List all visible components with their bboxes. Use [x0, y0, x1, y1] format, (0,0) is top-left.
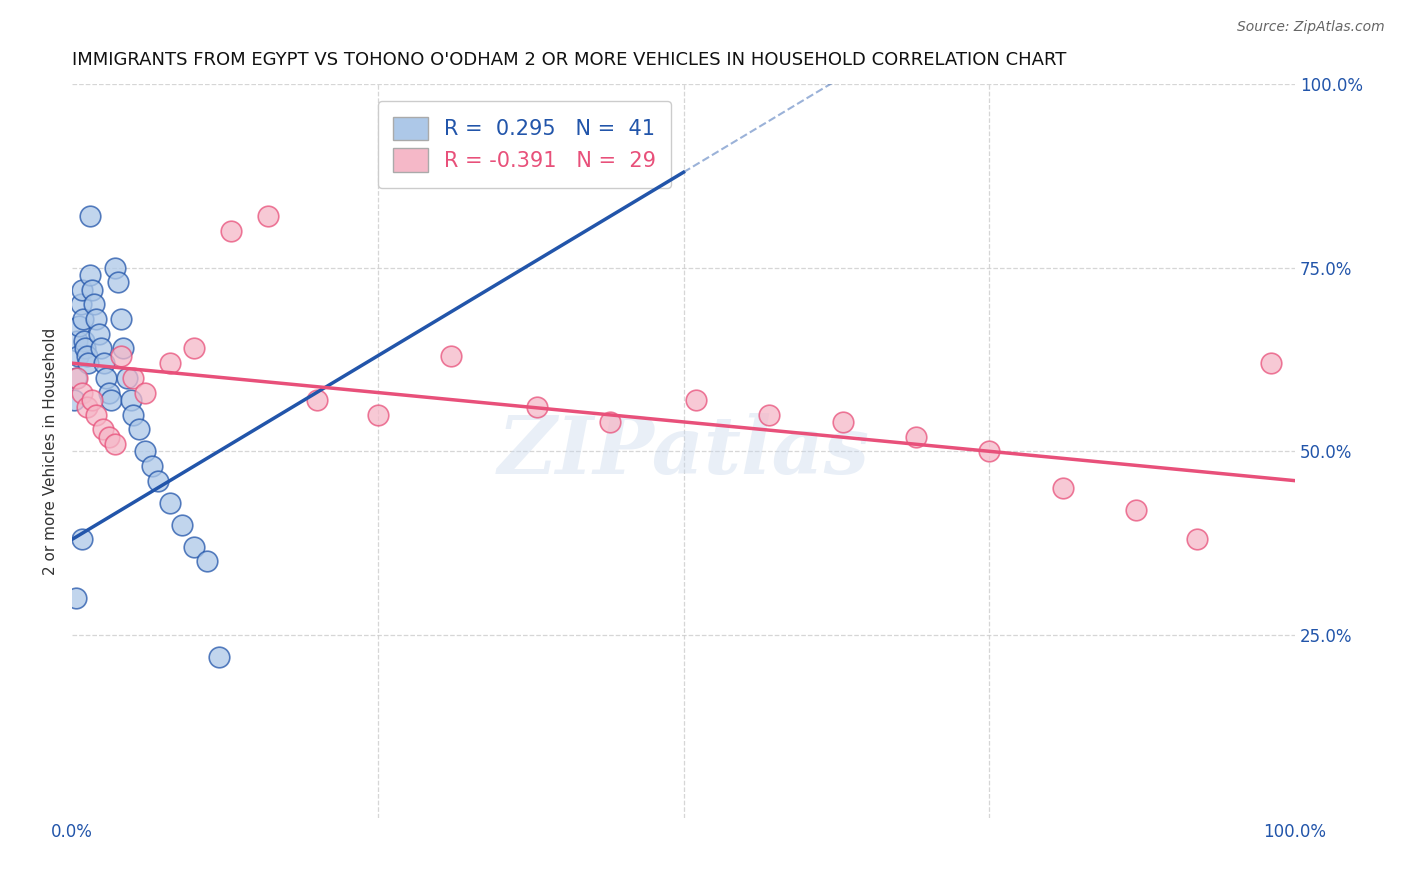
Point: [72, 312, 94, 326]
Point: [159, 496, 181, 510]
Point: [91, 422, 114, 436]
Point: [1125, 503, 1147, 517]
Point: [208, 649, 231, 664]
Point: [183, 540, 205, 554]
Point: [63, 392, 86, 407]
Point: [86, 312, 108, 326]
Point: [112, 342, 135, 356]
Point: [305, 392, 328, 407]
Point: [599, 415, 621, 429]
Point: [77, 356, 100, 370]
Point: [141, 458, 163, 473]
Point: [73, 334, 96, 348]
Point: [76, 401, 98, 415]
Legend: R =  0.295   N =  41, R = -0.391   N =  29: R = 0.295 N = 41, R = -0.391 N = 29: [378, 101, 671, 187]
Point: [96, 371, 118, 385]
Point: [75, 342, 97, 356]
Point: [110, 349, 132, 363]
Point: [831, 415, 853, 429]
Point: [526, 401, 548, 415]
Point: [87, 326, 110, 341]
Point: [1052, 481, 1074, 495]
Point: [97, 385, 120, 400]
Point: [122, 371, 145, 385]
Point: [83, 297, 105, 311]
Point: [97, 429, 120, 443]
Point: [110, 312, 132, 326]
Point: [66, 334, 89, 348]
Point: [86, 408, 108, 422]
Point: [146, 474, 169, 488]
Point: [66, 371, 89, 385]
Point: [80, 283, 103, 297]
Point: [104, 437, 127, 451]
Point: [65, 591, 87, 606]
Point: [159, 356, 181, 370]
Point: [1260, 356, 1282, 370]
Point: [120, 392, 142, 407]
Y-axis label: 2 or more Vehicles in Household: 2 or more Vehicles in Household: [44, 327, 58, 575]
Point: [70, 533, 93, 547]
Point: [758, 408, 780, 422]
Point: [440, 349, 463, 363]
Point: [79, 268, 101, 282]
Point: [70, 283, 93, 297]
Point: [195, 554, 218, 568]
Text: Source: ZipAtlas.com: Source: ZipAtlas.com: [1237, 20, 1385, 34]
Point: [134, 444, 156, 458]
Point: [256, 209, 278, 223]
Point: [685, 392, 707, 407]
Point: [128, 422, 150, 436]
Point: [367, 408, 389, 422]
Point: [979, 444, 1001, 458]
Text: IMMIGRANTS FROM EGYPT VS TOHONO O'ODHAM 2 OR MORE VEHICLES IN HOUSEHOLD CORRELAT: IMMIGRANTS FROM EGYPT VS TOHONO O'ODHAM …: [72, 51, 1066, 69]
Point: [183, 342, 205, 356]
Point: [93, 356, 115, 370]
Point: [100, 392, 122, 407]
Point: [70, 385, 93, 400]
Point: [69, 297, 91, 311]
Point: [115, 371, 138, 385]
Point: [219, 224, 242, 238]
Point: [172, 517, 194, 532]
Point: [90, 342, 112, 356]
Point: [80, 392, 103, 407]
Point: [122, 408, 145, 422]
Point: [67, 319, 90, 334]
Text: ZIPatlas: ZIPatlas: [498, 412, 869, 490]
Point: [904, 429, 927, 443]
Point: [67, 349, 90, 363]
Point: [104, 260, 127, 275]
Point: [1185, 533, 1208, 547]
Point: [79, 209, 101, 223]
Point: [107, 276, 129, 290]
Point: [65, 371, 87, 385]
Point: [76, 349, 98, 363]
Point: [134, 385, 156, 400]
